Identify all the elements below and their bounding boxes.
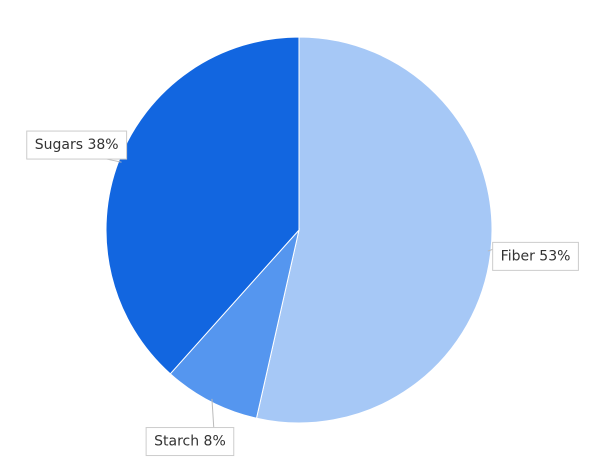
pie-slice	[255, 36, 493, 424]
pie-slice	[169, 228, 300, 419]
label-box	[145, 427, 235, 457]
label-box	[492, 241, 579, 271]
data-label: Sugars 38%	[35, 137, 119, 153]
leader-line	[106, 158, 122, 163]
data-label: Starch 8%	[154, 434, 226, 450]
leader-line	[211, 398, 215, 428]
data-label: Fiber 53%	[501, 248, 571, 264]
label-box	[26, 130, 128, 160]
